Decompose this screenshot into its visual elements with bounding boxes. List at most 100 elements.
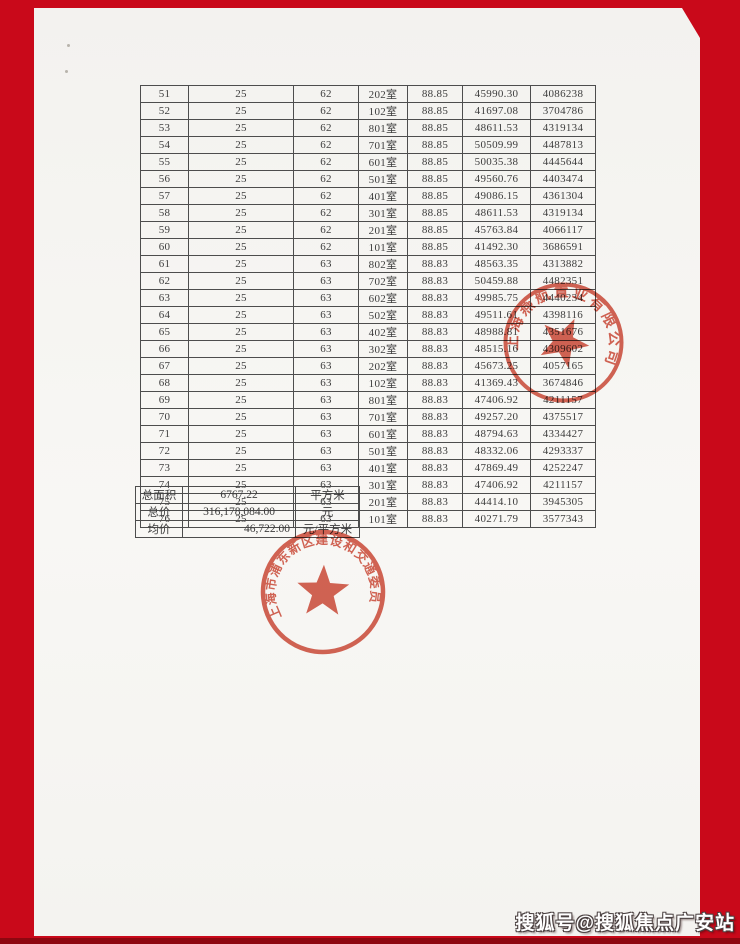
table-cell: 41697.08 bbox=[462, 102, 531, 120]
table-cell: 88.83 bbox=[407, 425, 463, 443]
table-cell: 102室 bbox=[358, 374, 408, 392]
table-cell: 63 bbox=[293, 442, 359, 460]
table-cell: 601室 bbox=[358, 153, 408, 171]
table-cell: 25 bbox=[188, 459, 294, 477]
table-cell: 88.83 bbox=[407, 272, 463, 290]
table-cell: 47406.92 bbox=[462, 391, 531, 409]
table-cell: 501室 bbox=[358, 170, 408, 188]
table-cell: 88.85 bbox=[407, 85, 463, 103]
table-cell: 63 bbox=[293, 323, 359, 341]
table-cell: 88.83 bbox=[407, 408, 463, 426]
table-cell: 50035.38 bbox=[462, 153, 531, 171]
table-cell: 25 bbox=[188, 374, 294, 392]
table-row: 57 25 62 401室 88.85 49086.15 4361304 bbox=[140, 187, 596, 205]
table-cell: 25 bbox=[188, 102, 294, 120]
table-row: 58 25 62 301室 88.85 48611.53 4319134 bbox=[140, 204, 596, 222]
table-cell: 88.85 bbox=[407, 204, 463, 222]
table-cell: 502室 bbox=[358, 306, 408, 324]
table-cell: 101室 bbox=[358, 238, 408, 256]
table-cell: 25 bbox=[188, 340, 294, 358]
table-cell: 88.83 bbox=[407, 459, 463, 477]
table-cell: 59 bbox=[140, 221, 189, 239]
table-cell: 49257.20 bbox=[462, 408, 531, 426]
table-cell: 4319134 bbox=[530, 204, 596, 222]
table-cell: 88.85 bbox=[407, 119, 463, 137]
table-cell: 88.83 bbox=[407, 306, 463, 324]
table-cell: 40271.79 bbox=[462, 510, 531, 528]
table-cell: 25 bbox=[188, 306, 294, 324]
watermark-text: 搜狐号@搜狐焦点广安站 bbox=[515, 913, 735, 934]
table-cell: 70 bbox=[140, 408, 189, 426]
table-cell: 54 bbox=[140, 136, 189, 154]
table-cell: 62 bbox=[293, 119, 359, 137]
table-cell: 4403474 bbox=[530, 170, 596, 188]
table-cell: 71 bbox=[140, 425, 189, 443]
table-cell: 62 bbox=[293, 187, 359, 205]
scanned-document-page: 51 25 62 202室 88.85 45990.30 4086238 52 25 62 102室… bbox=[34, 8, 700, 936]
company-seal: 上海燕航置业有限公司 bbox=[491, 270, 636, 415]
table-cell: 88.83 bbox=[407, 323, 463, 341]
table-cell: 48332.06 bbox=[462, 442, 531, 460]
summary-label: 均价 bbox=[135, 520, 183, 538]
table-row: 71 25 63 601室 88.83 48794.63 4334427 bbox=[140, 425, 596, 443]
table-cell: 25 bbox=[188, 272, 294, 290]
table-row: 51 25 62 202室 88.85 45990.30 4086238 bbox=[140, 85, 596, 103]
table-cell: 88.85 bbox=[407, 238, 463, 256]
table-cell: 25 bbox=[188, 425, 294, 443]
table-cell: 61 bbox=[140, 255, 189, 273]
table-cell: 88.83 bbox=[407, 510, 463, 528]
table-cell: 88.83 bbox=[407, 442, 463, 460]
table-cell: 302室 bbox=[358, 340, 408, 358]
table-cell: 202室 bbox=[358, 85, 408, 103]
table-cell: 56 bbox=[140, 170, 189, 188]
table-cell: 4361304 bbox=[530, 187, 596, 205]
government-seal: 上海市浦东新区建设和交通委员会 bbox=[252, 521, 395, 664]
table-row: 53 25 62 801室 88.85 48611.53 4319134 bbox=[140, 119, 596, 137]
table-cell: 49560.76 bbox=[462, 170, 531, 188]
table-cell: 41492.30 bbox=[462, 238, 531, 256]
table-cell: 4398116 bbox=[530, 306, 596, 324]
summary-unit: 元 bbox=[295, 503, 360, 521]
table-cell: 601室 bbox=[358, 425, 408, 443]
table-cell: 49086.15 bbox=[462, 187, 531, 205]
table-cell: 88.83 bbox=[407, 255, 463, 273]
table-cell: 55 bbox=[140, 153, 189, 171]
table-cell: 63 bbox=[293, 425, 359, 443]
table-cell: 63 bbox=[293, 357, 359, 375]
table-row: 70 25 63 701室 88.83 49257.20 4375517 bbox=[140, 408, 596, 426]
table-cell: 52 bbox=[140, 102, 189, 120]
table-cell: 701室 bbox=[358, 408, 408, 426]
table-cell: 62 bbox=[293, 238, 359, 256]
table-cell: 202室 bbox=[358, 357, 408, 375]
table-cell: 4211157 bbox=[530, 476, 596, 494]
table-cell: 88.85 bbox=[407, 136, 463, 154]
table-cell: 63 bbox=[293, 306, 359, 324]
table-cell: 63 bbox=[293, 408, 359, 426]
table-cell: 88.85 bbox=[407, 187, 463, 205]
table-cell: 45990.30 bbox=[462, 85, 531, 103]
table-cell: 62 bbox=[293, 153, 359, 171]
table-cell: 25 bbox=[188, 153, 294, 171]
table-cell: 62 bbox=[293, 85, 359, 103]
table-cell: 88.83 bbox=[407, 493, 463, 511]
table-cell: 62 bbox=[293, 102, 359, 120]
table-cell: 64 bbox=[140, 306, 189, 324]
table-cell: 62 bbox=[293, 204, 359, 222]
table-cell: 51 bbox=[140, 85, 189, 103]
table-cell: 25 bbox=[188, 255, 294, 273]
table-cell: 63 bbox=[293, 272, 359, 290]
seal-text: 上海市浦东新区建设和交通委员会 bbox=[252, 521, 386, 624]
table-cell: 201室 bbox=[358, 221, 408, 239]
frame-bottom-edge bbox=[0, 938, 740, 944]
table-cell: 48563.35 bbox=[462, 255, 531, 273]
svg-text:上海市浦东新区建设和交通委员会: 上海市浦东新区建设和交通委员会 bbox=[252, 521, 386, 624]
table-cell: 25 bbox=[188, 85, 294, 103]
seal-ring bbox=[503, 282, 624, 403]
table-cell: 4445644 bbox=[530, 153, 596, 171]
table-cell: 62 bbox=[293, 136, 359, 154]
table-cell: 45763.84 bbox=[462, 221, 531, 239]
table-cell: 25 bbox=[188, 221, 294, 239]
table-cell: 4319134 bbox=[530, 119, 596, 137]
table-cell: 88.83 bbox=[407, 357, 463, 375]
table-cell: 301室 bbox=[358, 204, 408, 222]
